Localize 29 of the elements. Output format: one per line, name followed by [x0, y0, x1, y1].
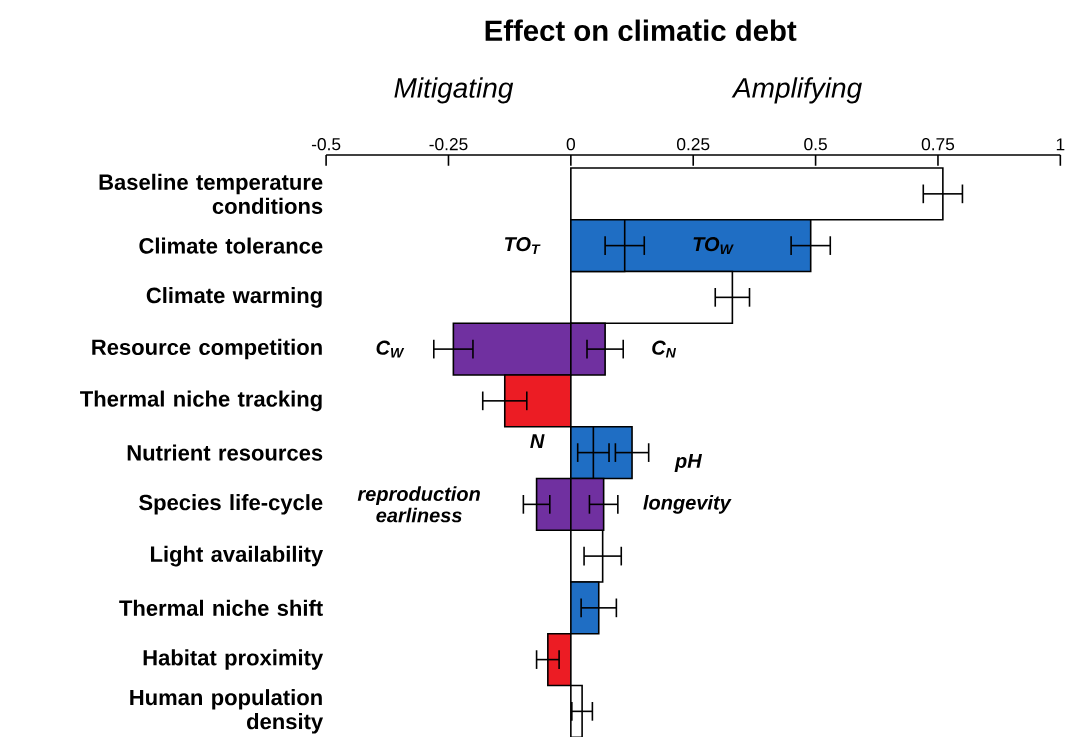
annotation: C$_{N}$: [652, 340, 677, 358]
y-tick-label: Climate warming: [146, 286, 322, 308]
chart-title: Effect on climatic debt: [485, 19, 797, 41]
y-tick-label: Thermal niche shift: [119, 599, 323, 616]
x-tick-label: 1: [1056, 138, 1065, 151]
annotation: TO$_{T}$: [505, 237, 541, 254]
y-tick-label: Light availability: [150, 545, 324, 567]
x-tick-label: -0.5: [311, 137, 341, 151]
x-tick-label: 0.25: [677, 137, 710, 151]
y-tick-label: Thermal niche tracking: [80, 390, 322, 412]
y-tick-label: Resource competition: [92, 338, 322, 360]
annotation: TO$_{W}$: [693, 237, 734, 254]
annotation: pH: [674, 453, 702, 472]
y-tick-label: Nutrient resources: [127, 444, 323, 461]
text: Mitigating: [394, 77, 514, 104]
annotation: reproduction earliness: [357, 486, 480, 523]
x-tick-label: 0: [566, 137, 575, 151]
y-tick-label: Climate tolerance: [139, 237, 323, 254]
x-tick-label: 0.75: [921, 137, 955, 151]
x-tick-label: -0.25: [429, 137, 468, 151]
text: Amplifying: [731, 77, 862, 104]
annotation: longevity: [643, 494, 732, 514]
y-tick-label: Human population density: [130, 688, 324, 734]
annotation: C$_{W}$: [376, 340, 405, 358]
y-tick-label: Habitat proximity: [143, 649, 324, 670]
y-tick-label: Baseline temperature conditions: [99, 173, 323, 214]
x-tick-label: 0.5: [804, 137, 827, 151]
annotation: N: [530, 434, 545, 448]
y-tick-label: Species life-cycle: [139, 493, 323, 515]
